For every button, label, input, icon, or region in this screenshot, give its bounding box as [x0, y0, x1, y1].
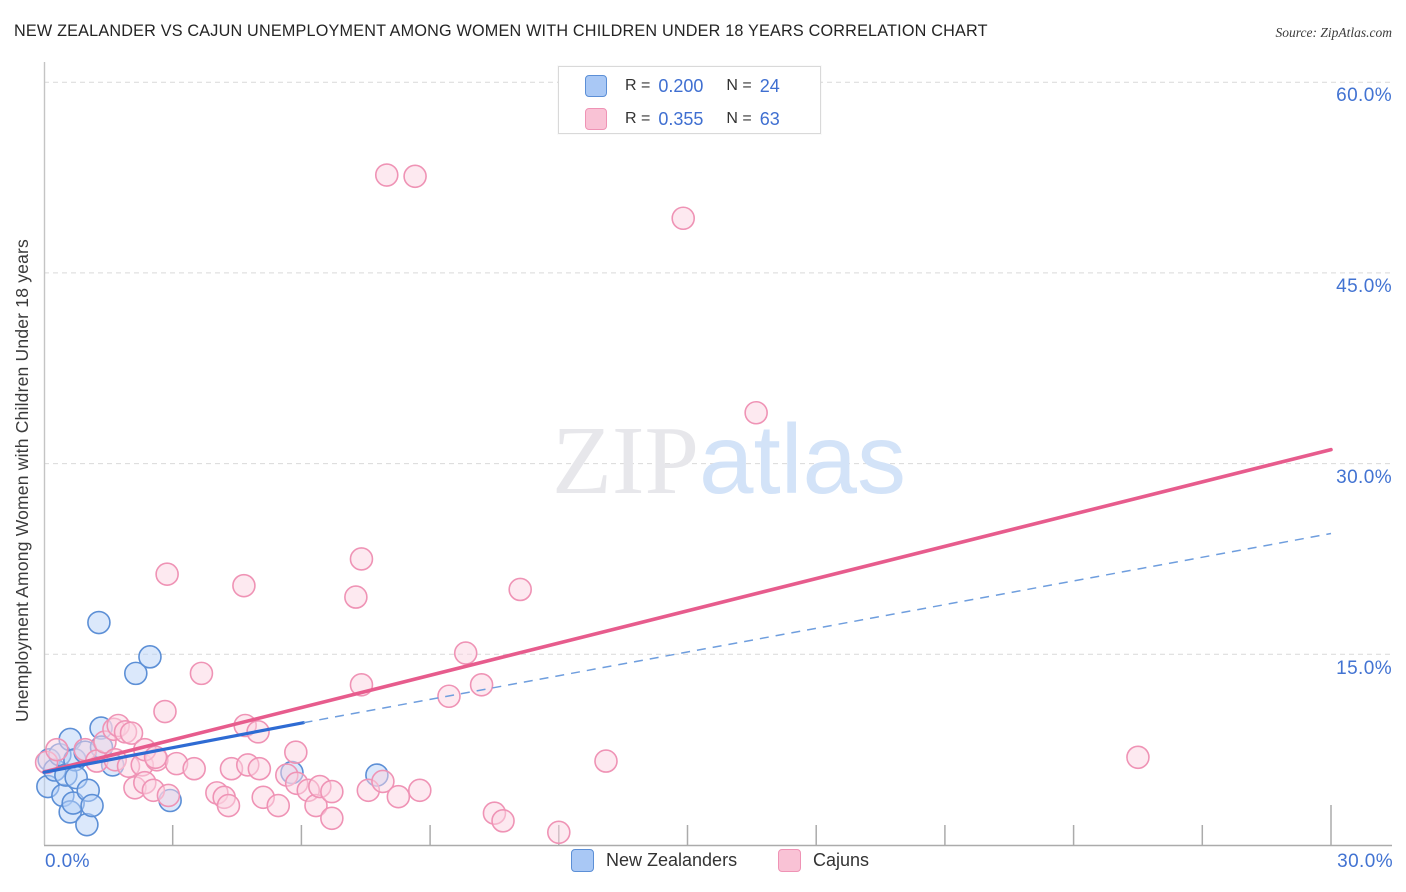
n-value: 24 — [759, 75, 780, 96]
legend-row-cajuns: R = 0.355 N = 63 — [585, 105, 820, 133]
r-label: R = — [625, 77, 651, 94]
scatter-point-new-zealanders[interactable] — [80, 793, 104, 818]
scatter-point-new-zealanders[interactable] — [87, 610, 111, 635]
scatter-point-cajuns[interactable] — [408, 778, 432, 803]
legend-label: Cajuns — [813, 850, 870, 870]
y-tick-60: 60.0% — [1336, 85, 1392, 106]
new-zealanders-swatch-icon — [571, 849, 594, 872]
legend-item-cajuns[interactable]: Cajuns — [778, 849, 869, 872]
n-value: 63 — [759, 108, 780, 129]
scatter-point-cajuns[interactable] — [508, 577, 532, 602]
scatter-point-cajuns[interactable] — [247, 756, 272, 781]
scatter-point-cajuns[interactable] — [153, 699, 177, 724]
scatter-point-cajuns[interactable] — [371, 769, 395, 794]
legend-item-new-zealanders[interactable]: New Zealanders — [571, 849, 737, 872]
n-label: N = — [726, 77, 752, 94]
series-legend: New Zealanders Cajuns — [0, 849, 1406, 883]
scatter-point-cajuns[interactable] — [491, 809, 515, 833]
scatter-point-cajuns[interactable] — [386, 784, 411, 809]
scatter-point-cajuns[interactable] — [403, 164, 427, 189]
scatter-point-cajuns[interactable] — [266, 793, 291, 818]
scatter-point-cajuns[interactable] — [453, 641, 478, 665]
legend-label: New Zealanders — [606, 850, 738, 870]
scatter-point-cajuns[interactable] — [216, 793, 241, 818]
source-attribution: Source: ZipAtlas.com — [1275, 25, 1392, 40]
scatter-point-cajuns[interactable] — [1126, 745, 1150, 770]
r-label: R = — [625, 110, 651, 127]
trend-line-extrapolated-new-zealanders — [303, 532, 1332, 724]
scatter-point-cajuns[interactable] — [349, 547, 374, 571]
scatter-point-cajuns[interactable] — [182, 756, 206, 781]
scatter-point-new-zealanders[interactable] — [124, 661, 148, 686]
legend-row-new-zealanders: R = 0.200 N = 24 — [585, 72, 820, 100]
r-value: 0.355 — [658, 108, 704, 129]
trend-line-cajuns — [42, 447, 1333, 774]
scatter-point-cajuns[interactable] — [320, 806, 344, 831]
cajuns-swatch-icon — [585, 108, 607, 130]
scatter-point-cajuns[interactable] — [156, 783, 181, 808]
scatter-point-cajuns[interactable] — [671, 206, 696, 231]
scatter-point-cajuns[interactable] — [374, 163, 399, 187]
scatter-point-cajuns[interactable] — [45, 737, 69, 762]
scatter-point-cajuns[interactable] — [344, 585, 368, 609]
scatter-point-cajuns[interactable] — [469, 673, 494, 697]
x-tick-max: 30.0% — [1337, 851, 1393, 872]
scatter-point-cajuns[interactable] — [594, 749, 618, 773]
x-tick-min: 0.0% — [45, 851, 90, 872]
page-title: NEW ZEALANDER VS CAJUN UNEMPLOYMENT AMON… — [14, 22, 988, 40]
y-tick-15: 15.0% — [1336, 658, 1392, 679]
scatter-point-cajuns[interactable] — [189, 661, 214, 686]
scatter-point-cajuns[interactable] — [546, 820, 571, 845]
zipatlas-watermark: ZIPatlas — [552, 404, 906, 515]
scatter-point-cajuns[interactable] — [320, 779, 344, 804]
scatter-point-cajuns[interactable] — [119, 721, 144, 745]
scatter-point-cajuns[interactable] — [744, 400, 768, 425]
new-zealanders-swatch-icon — [585, 75, 607, 97]
scatter-point-cajuns[interactable] — [232, 573, 256, 598]
scatter-point-cajuns[interactable] — [284, 740, 308, 764]
correlation-legend-box: R = 0.200 N = 24 R = 0.355 N = 63 — [558, 66, 821, 134]
scatter-point-new-zealanders[interactable] — [138, 645, 162, 669]
scatter-point-cajuns[interactable] — [155, 562, 179, 587]
cajuns-swatch-icon — [778, 849, 801, 872]
trend-line-new-zealanders — [42, 721, 306, 774]
n-label: N = — [726, 110, 752, 127]
y-tick-45: 45.0% — [1336, 276, 1392, 297]
y-tick-30: 30.0% — [1336, 467, 1392, 488]
r-value: 0.200 — [658, 75, 704, 96]
